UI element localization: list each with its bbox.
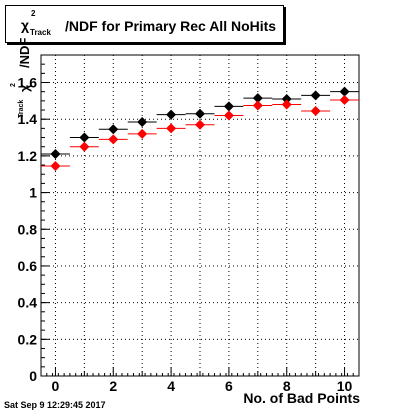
ylabel-subscript: Track [18, 99, 25, 118]
ylabel-text: /NDF [17, 37, 32, 68]
data-point [137, 116, 148, 127]
y-axis-label: Track χ 2 /NDF [10, 38, 34, 128]
data-point [79, 141, 90, 152]
data-point [79, 132, 90, 143]
data-point [310, 105, 321, 116]
data-point [195, 108, 205, 119]
data-point [281, 94, 292, 105]
x-tick-label: 10 [337, 378, 353, 394]
x-tick-label: 6 [225, 378, 233, 394]
y-axis: 0 0.2 0.4 0.6 0.8 1 1.2 1.4 1.6 [18, 63, 50, 384]
data-point [166, 109, 177, 120]
x-tick-label: 0 [52, 378, 60, 394]
data-point [108, 124, 119, 135]
ylabel-superscript: 2 [10, 83, 17, 87]
timestamp: Sat Sep 9 12:29:45 2017 [4, 400, 106, 410]
data-point [310, 90, 321, 101]
y-tick-label: 0 [29, 368, 37, 384]
x-axis: 0 2 4 6 8 10 [46, 367, 360, 394]
y-tick-label: 1.2 [18, 148, 38, 164]
data-point [252, 93, 263, 104]
data-point [281, 99, 292, 110]
y-tick-label: 1.6 [18, 75, 38, 91]
data-point [50, 160, 61, 171]
title-subscript: Track [30, 28, 51, 37]
data-point [166, 123, 177, 134]
data-point [339, 86, 350, 97]
series-layer [41, 86, 359, 171]
series-1 [41, 94, 359, 171]
x-tick-label: 2 [109, 378, 117, 394]
title-chi-symbol: χ [21, 17, 30, 33]
y-tick-label: 1 [29, 185, 37, 201]
data-point [223, 101, 234, 112]
data-point [137, 128, 148, 139]
data-point [50, 149, 61, 160]
x-tick-label: 4 [167, 378, 175, 394]
x-tick-label: 8 [283, 378, 291, 394]
x-axis-label: No. of Bad Points [243, 390, 360, 406]
data-point [108, 134, 119, 145]
ylabel-chi-symbol: χ [17, 84, 32, 92]
data-point [195, 119, 205, 130]
y-tick-label: 1.4 [18, 111, 38, 127]
y-tick-label: 0.4 [18, 295, 38, 311]
data-point [252, 100, 263, 111]
y-tick-label: 0.6 [18, 258, 38, 274]
data-point [339, 94, 350, 105]
y-tick-label: 0.8 [18, 221, 38, 237]
data-point [223, 110, 234, 121]
chart-title: /NDF for Primary Rec All NoHits [65, 18, 277, 34]
y-tick-label: 0.2 [18, 331, 38, 347]
title-superscript: 2 [31, 9, 36, 18]
title-box: χ 2 Track /NDF for Primary Rec All NoHit… [5, 5, 284, 43]
grid [41, 55, 359, 376]
series-0 [41, 86, 359, 160]
